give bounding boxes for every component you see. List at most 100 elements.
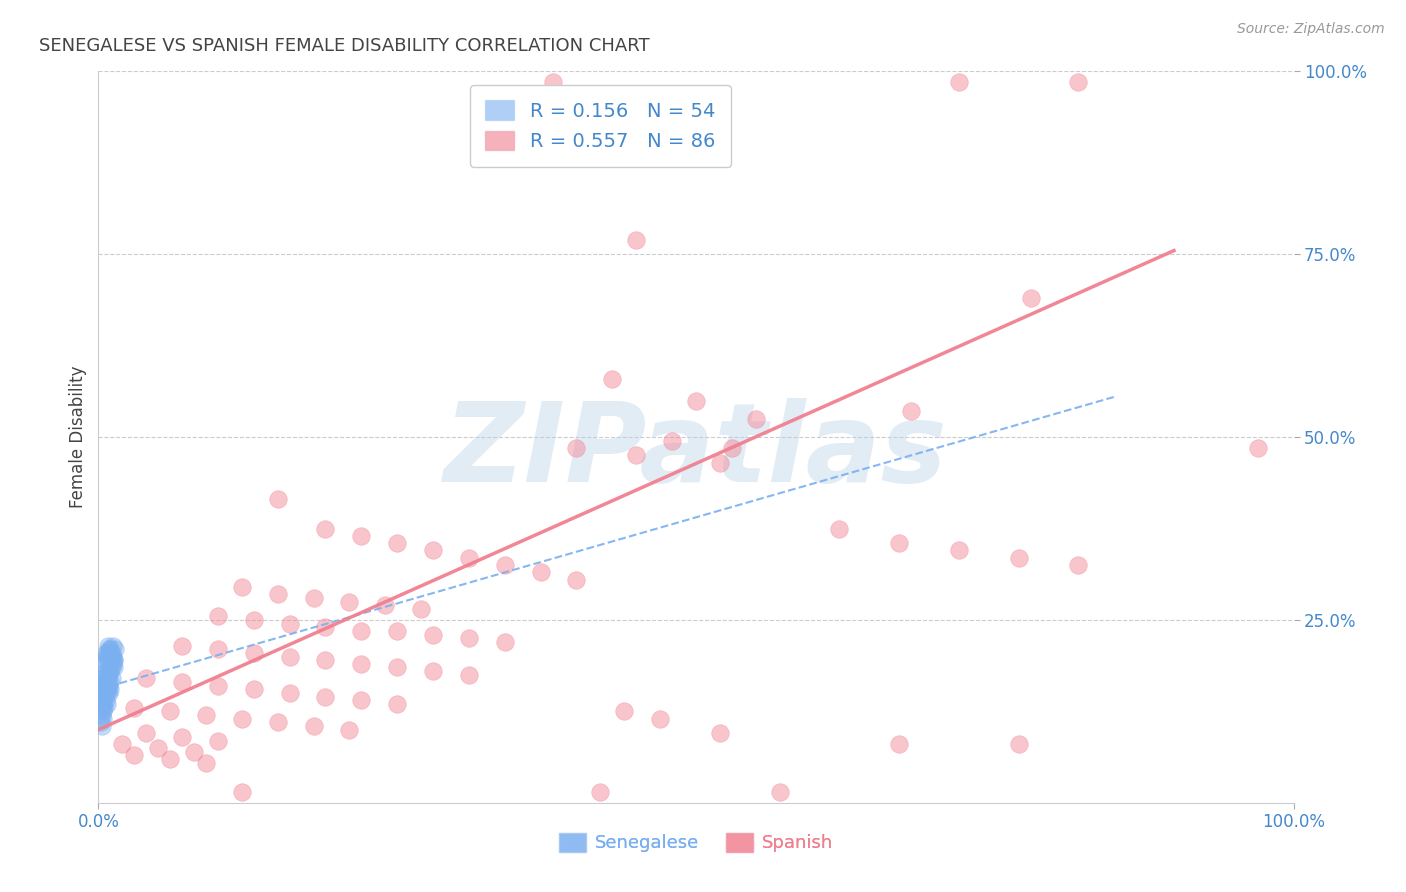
Point — [207, 642, 229, 657]
Point — [98, 667, 121, 681]
Point — [721, 441, 744, 455]
Point — [195, 756, 218, 770]
Point — [768, 785, 790, 799]
Point — [98, 642, 122, 657]
Point — [135, 726, 157, 740]
Point — [97, 672, 120, 686]
Point — [709, 456, 731, 470]
Point — [91, 705, 114, 719]
Point — [243, 646, 266, 660]
Point — [422, 543, 444, 558]
Point — [302, 591, 325, 605]
Point — [93, 667, 115, 681]
Point — [411, 602, 433, 616]
Point — [589, 785, 612, 799]
Point — [98, 686, 121, 700]
Point — [889, 536, 911, 550]
Point — [91, 675, 114, 690]
Point — [93, 700, 115, 714]
Point — [267, 492, 290, 507]
Point — [93, 672, 115, 686]
Point — [195, 708, 218, 723]
Point — [385, 536, 409, 550]
Point — [91, 700, 114, 714]
Point — [889, 737, 911, 751]
Point — [97, 675, 120, 690]
Point — [243, 613, 266, 627]
Point — [385, 660, 409, 674]
Point — [315, 521, 337, 535]
Point — [661, 434, 683, 448]
Point — [90, 715, 112, 730]
Point — [900, 404, 922, 418]
Point — [565, 441, 588, 455]
Text: ZIPatlas: ZIPatlas — [444, 398, 948, 505]
Point — [111, 737, 134, 751]
Point — [124, 748, 146, 763]
Point — [124, 700, 146, 714]
Point — [339, 723, 361, 737]
Point — [709, 726, 731, 740]
Point — [278, 649, 301, 664]
Point — [315, 653, 337, 667]
Point — [602, 371, 624, 385]
Point — [350, 529, 373, 543]
Point — [98, 660, 121, 674]
Point — [172, 730, 194, 744]
Point — [231, 580, 253, 594]
Point — [385, 697, 409, 711]
Point — [103, 653, 125, 667]
Point — [1019, 291, 1042, 305]
Point — [159, 752, 181, 766]
Point — [91, 690, 114, 704]
Point — [98, 664, 122, 678]
Point — [94, 693, 117, 707]
Point — [685, 393, 707, 408]
Point — [101, 657, 124, 671]
Point — [1067, 75, 1090, 89]
Point — [94, 646, 117, 660]
Point — [96, 686, 118, 700]
Point — [98, 682, 122, 697]
Point — [100, 649, 122, 664]
Point — [207, 609, 229, 624]
Point — [648, 712, 672, 726]
Point — [302, 719, 325, 733]
Point — [93, 686, 115, 700]
Point — [207, 679, 229, 693]
Point — [278, 616, 301, 631]
Point — [458, 550, 481, 565]
Point — [101, 639, 124, 653]
Point — [231, 712, 253, 726]
Point — [565, 573, 588, 587]
Point — [98, 679, 121, 693]
Point — [98, 646, 122, 660]
Point — [91, 682, 114, 697]
Point — [422, 627, 444, 641]
Point — [96, 697, 118, 711]
Point — [172, 639, 194, 653]
Point — [96, 649, 118, 664]
Point — [267, 587, 290, 601]
Point — [339, 594, 361, 608]
Point — [98, 642, 121, 657]
Point — [93, 697, 115, 711]
Point — [494, 558, 516, 573]
Point — [231, 785, 253, 799]
Point — [103, 660, 125, 674]
Point — [494, 635, 516, 649]
Legend: Senegalese, Spanish: Senegalese, Spanish — [551, 826, 841, 860]
Point — [626, 448, 648, 462]
Point — [103, 653, 125, 667]
Point — [458, 632, 481, 646]
Text: SENEGALESE VS SPANISH FEMALE DISABILITY CORRELATION CHART: SENEGALESE VS SPANISH FEMALE DISABILITY … — [39, 37, 650, 54]
Point — [91, 712, 114, 726]
Point — [458, 667, 481, 681]
Point — [315, 620, 337, 634]
Point — [315, 690, 337, 704]
Point — [613, 705, 636, 719]
Point — [207, 733, 229, 747]
Point — [278, 686, 301, 700]
Point — [148, 740, 170, 755]
Point — [94, 664, 117, 678]
